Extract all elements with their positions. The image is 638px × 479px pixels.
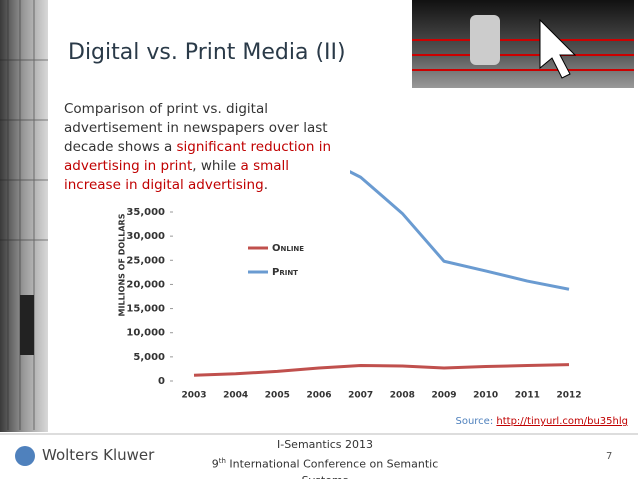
header-image <box>412 0 634 88</box>
source-label: Source: <box>455 416 494 427</box>
x-tick-label: 2010 <box>473 391 498 401</box>
x-tick-label: 2011 <box>515 391 540 401</box>
y-tick-label: 20,000 <box>126 279 165 290</box>
text: 9 <box>211 457 219 471</box>
text: International Conference on Semantic Sys… <box>229 457 439 479</box>
legend-label: Online <box>272 243 304 254</box>
y-tick-label: 0 <box>158 376 165 387</box>
legend-label: Print <box>272 267 298 278</box>
text: , while <box>192 158 241 174</box>
newspaper-icon <box>470 15 500 65</box>
slide-title: Digital vs. Print Media (II) <box>68 40 346 65</box>
x-tick-label: 2006 <box>306 391 331 401</box>
y-tick-label: 10,000 <box>126 328 165 339</box>
text: . <box>263 177 268 193</box>
y-tick-label: 25,000 <box>126 255 165 266</box>
person <box>20 295 34 355</box>
logo: Wolters Kluwer <box>42 446 155 464</box>
text: I-Semantics 2013 <box>276 438 374 451</box>
x-tick-label: 2009 <box>431 391 456 401</box>
photo-lines <box>0 0 48 430</box>
x-tick-label: 2005 <box>265 391 290 401</box>
x-tick-label: 2012 <box>556 391 581 401</box>
text: 9th International Conference on Semantic… <box>190 453 460 479</box>
photo-strip <box>0 0 48 432</box>
x-tick-label: 2007 <box>348 391 373 401</box>
y-tick-label: 35,000 <box>126 207 165 218</box>
series-line <box>193 363 570 377</box>
conference: I-Semantics 2013 9th International Confer… <box>190 437 460 479</box>
y-tick-label: 15,000 <box>126 304 165 315</box>
page-number: 7 <box>606 451 613 462</box>
source-link[interactable]: http://tinyurl.com/bu35hlg <box>496 416 628 427</box>
source: Source: http://tinyurl.com/bu35hlg <box>455 416 628 427</box>
logo-icon <box>15 446 35 466</box>
x-tick-label: 2004 <box>223 391 248 401</box>
y-axis-label: MILLIONS OF DOLLARS <box>118 213 127 316</box>
text: a small increase in digital advertising <box>64 158 290 193</box>
text: Comparison of print vs. digital advertis… <box>64 101 328 155</box>
y-tick-label: 30,000 <box>126 231 165 242</box>
cursor-icon <box>539 18 577 79</box>
text: th <box>218 457 226 465</box>
y-tick-label: 5,000 <box>133 352 165 363</box>
body-text: Comparison of print vs. digital advertis… <box>62 98 350 201</box>
text: significant reduction in advertising in … <box>64 139 332 174</box>
x-tick-label: 2008 <box>390 391 415 401</box>
x-tick-label: 2003 <box>181 391 206 401</box>
ring-ropes <box>412 39 634 71</box>
